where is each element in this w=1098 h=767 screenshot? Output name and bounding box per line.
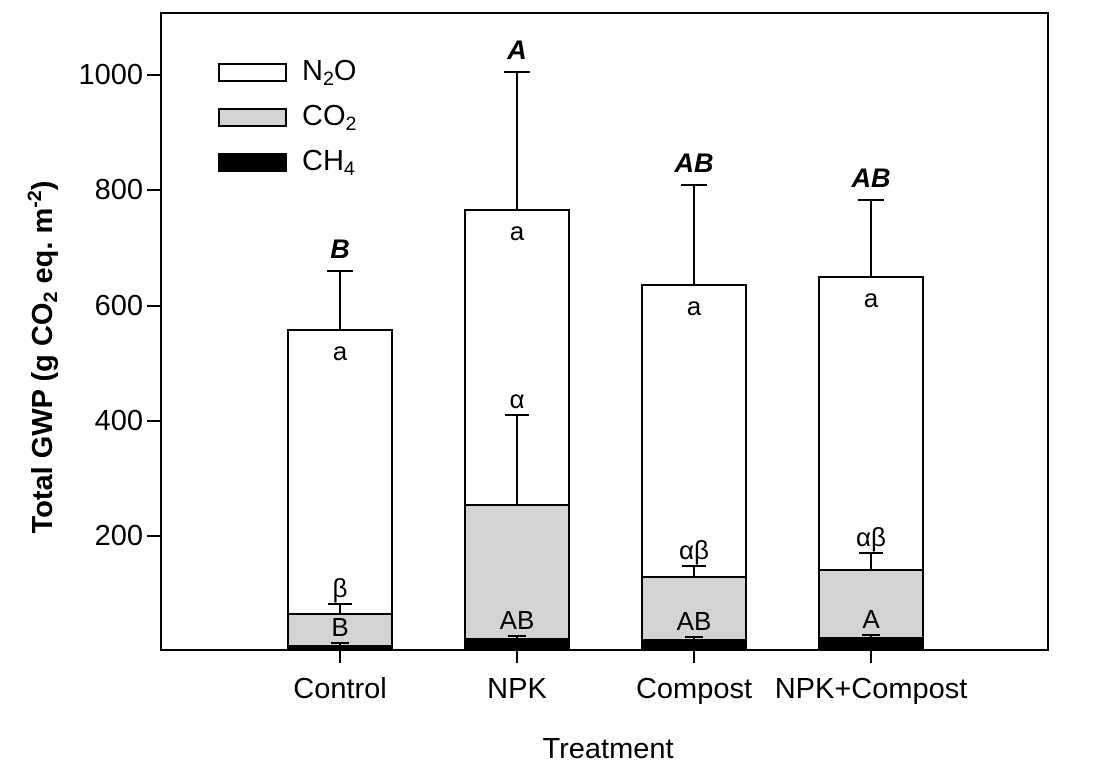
bar-segment-ch4-Compost [641, 639, 747, 651]
error-bar-cap-ch4 [685, 636, 703, 639]
error-bar-cap-ch4 [508, 635, 526, 638]
error-bar-cap-ch4 [862, 633, 880, 636]
text-part: 2 [345, 112, 357, 135]
legend-swatch-co2 [218, 108, 287, 127]
sig-letter-co2-Control: β [332, 572, 348, 603]
y-tick-label: 800 [94, 174, 143, 207]
x-tick-label-Compost: Compost [635, 673, 753, 705]
y-tick-mark [147, 419, 160, 422]
error-bar-cap-total [327, 270, 353, 273]
x-tick-label-NPK+Compost: NPK+Compost [774, 673, 968, 705]
sig-letter-total-NPK+Compost: AB [851, 163, 891, 194]
sig-letter-n2o-NPK+Compost: a [863, 282, 879, 313]
x-tick-label-NPK: NPK [487, 673, 547, 705]
sig-letter-total-Control: B [330, 234, 350, 265]
error-bar-cap-co2 [328, 602, 352, 605]
text-part: O [333, 55, 357, 87]
x-axis-title: Treatment [542, 733, 674, 765]
sig-letter-co2-Compost: αβ [679, 534, 709, 565]
x-tick-mark [339, 651, 341, 663]
legend-swatch-ch4 [218, 153, 287, 172]
y-tick-label: 200 [94, 519, 143, 552]
error-bar-whisker-total [693, 184, 695, 284]
sig-letter-ch4-NPK: AB [499, 605, 535, 636]
x-tick-label-Control: Control [293, 673, 387, 705]
error-bar-whisker-co2 [693, 565, 695, 577]
bar-segment-ch4-NPK [464, 638, 570, 651]
x-tick-mark [516, 651, 518, 663]
error-bar-whisker-ch4 [516, 636, 518, 639]
text-part: CO [302, 100, 346, 132]
y-tick-label: 400 [94, 404, 143, 437]
y-tick-mark [147, 74, 160, 77]
x-tick-mark [693, 651, 695, 663]
error-bar-whisker-ch4 [339, 642, 341, 646]
y-tick-label: 1000 [78, 59, 143, 92]
y-tick-mark [147, 534, 160, 537]
sig-letter-ch4-Compost: AB [676, 606, 712, 637]
sig-letter-co2-NPK: α [509, 383, 525, 414]
error-bar-cap-co2 [505, 413, 529, 416]
y-tick-label: 600 [94, 289, 143, 322]
bar-segment-co2-NPK [464, 503, 570, 641]
sig-letter-n2o-Compost: a [686, 290, 702, 321]
y-tick-mark [147, 304, 160, 307]
text-part: 2 [322, 67, 334, 90]
error-bar-whisker-total [870, 200, 872, 276]
error-bar-whisker-co2 [870, 553, 872, 569]
error-bar-whisker-ch4 [870, 634, 872, 638]
legend-label-co2: CO2 [302, 101, 356, 140]
bar-segment-n2o-NPK+Compost [818, 275, 924, 571]
error-bar-whisker-total [516, 72, 518, 210]
error-bar-whisker-total [339, 271, 341, 329]
text-part: 4 [343, 157, 355, 180]
text-part: CH [302, 145, 344, 177]
text-part: N [302, 55, 323, 87]
error-bar-cap-total [681, 183, 707, 186]
error-bar-whisker-co2 [339, 603, 341, 613]
legend-label-n2o: N2O [302, 56, 356, 95]
bar-segment-n2o-Compost [641, 283, 747, 579]
bar-segment-ch4-NPK+Compost [818, 637, 924, 651]
y-tick-mark [147, 189, 160, 192]
legend-label-ch4: CH4 [302, 146, 355, 185]
error-bar-whisker-ch4 [693, 637, 695, 640]
error-bar-cap-total [504, 71, 530, 74]
bar-segment-n2o-Control [287, 328, 393, 615]
sig-letter-total-Compost: AB [674, 147, 714, 178]
x-tick-mark [870, 651, 872, 663]
error-bar-whisker-co2 [516, 414, 518, 504]
bar-segment-co2-Compost [641, 576, 747, 642]
error-bar-cap-co2 [682, 564, 706, 567]
bar-segment-ch4-Control [287, 645, 393, 651]
bar-segment-co2-NPK+Compost [818, 568, 924, 640]
error-bar-cap-ch4 [331, 641, 349, 644]
sig-letter-ch4-Control: B [331, 611, 349, 642]
sig-letter-co2-NPK+Compost: αβ [856, 522, 886, 553]
sig-letter-ch4-NPK+Compost: A [862, 603, 880, 634]
error-bar-cap-co2 [859, 552, 883, 555]
sig-letter-n2o-Control: a [332, 335, 348, 366]
error-bar-cap-total [858, 199, 884, 202]
legend-swatch-n2o [218, 63, 287, 82]
y-axis-title: Total GWP (g CO2 eq. m-2) [19, 57, 62, 657]
sig-letter-total-NPK: A [507, 35, 527, 66]
text-part: eq. m [26, 207, 59, 292]
sig-letter-n2o-NPK: a [509, 216, 525, 247]
